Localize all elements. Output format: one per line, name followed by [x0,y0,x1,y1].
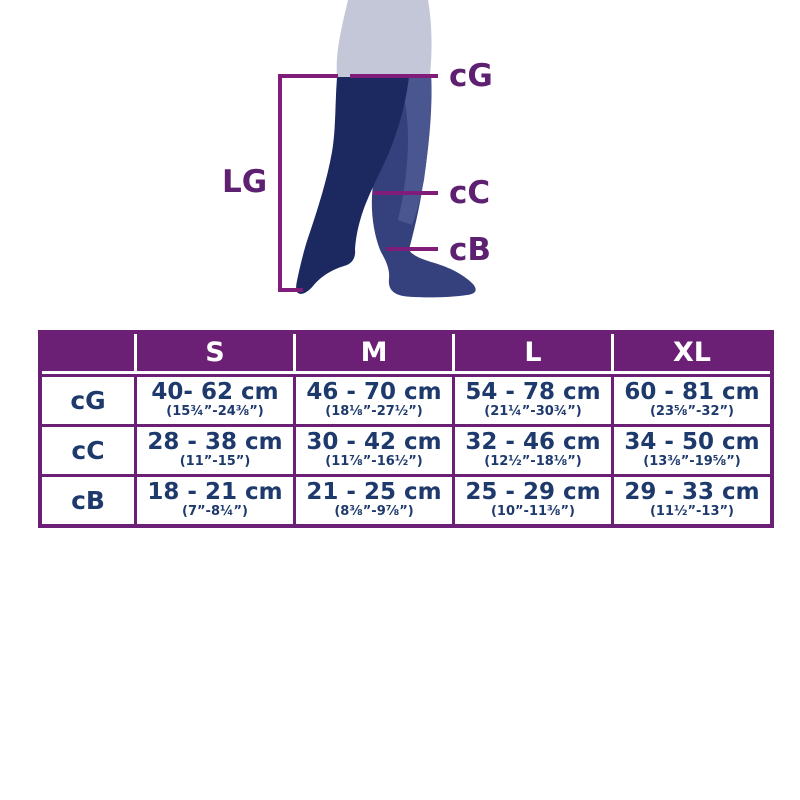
cm-value: 34 - 50 cm [624,429,760,456]
inch-value: (8⅜”-9⅞”) [334,503,414,519]
cell-cc-s: 28 - 38 cm (11”-15”) [134,424,293,474]
cell-cg-s: 40- 62 cm (15¾”-24⅜”) [134,374,293,424]
cm-value: 60 - 81 cm [624,379,760,406]
cell-cg-l: 54 - 78 cm (21¼”-30¾”) [452,374,611,424]
col-header-l: L [452,334,611,374]
row-label-cb: cB [42,474,134,524]
cm-value: 40- 62 cm [151,379,279,406]
cell-cb-m: 21 - 25 cm (8⅜”-9⅞”) [293,474,452,524]
cell-cc-xl: 34 - 50 cm (13⅜”-19⅝”) [611,424,770,474]
table-row-cg: cG 40- 62 cm (15¾”-24⅜”) 46 - 70 cm (18⅛… [42,374,770,424]
inch-value: (11”-15”) [179,453,251,469]
inch-value: (12½”-18⅛”) [484,453,582,469]
inch-value: (18⅛”-27½”) [325,403,423,419]
inch-value: (11½”-13”) [649,503,734,519]
col-header-m: M [293,334,452,374]
cm-value: 46 - 70 cm [306,379,442,406]
inch-value: (11⅞”-16½”) [325,453,423,469]
inch-value: (21¼”-30¾”) [484,403,582,419]
cell-cb-l: 25 - 29 cm (10”-11⅜”) [452,474,611,524]
cm-value: 21 - 25 cm [306,479,442,506]
inch-value: (10”-11⅜”) [490,503,575,519]
back-leg-shape [371,74,476,298]
table-row-cb: cB 18 - 21 cm (7”-8¼”) 21 - 25 cm (8⅜”-9… [42,474,770,524]
header-row: S M L XL [42,334,770,374]
cell-cb-s: 18 - 21 cm (7”-8¼”) [134,474,293,524]
cc-label: cC [449,175,490,211]
cm-value: 25 - 29 cm [465,479,601,506]
size-table: S M L XL cG 40- 62 cm (15¾”-24⅜”) 46 - 7… [38,330,774,528]
back-leg-highlight [398,77,432,225]
lg-label: LG [222,164,267,200]
inch-value: (13⅜”-19⅝”) [643,453,741,469]
inch-value: (23⅝”-32”) [649,403,734,419]
row-label-cc: cC [42,424,134,474]
cb-label: cB [449,232,491,268]
row-label-cg: cG [42,374,134,424]
cm-value: 28 - 38 cm [147,429,283,456]
cell-cb-xl: 29 - 33 cm (11½”-13”) [611,474,770,524]
table-row-cc: cC 28 - 38 cm (11”-15”) 30 - 42 cm (11⅞”… [42,424,770,474]
front-leg-shape [296,77,409,294]
cell-cg-xl: 60 - 81 cm (23⅝”-32”) [611,374,770,424]
cell-cc-m: 30 - 42 cm (11⅞”-16½”) [293,424,452,474]
inch-value: (15¾”-24⅜”) [166,403,264,419]
cm-value: 29 - 33 cm [624,479,760,506]
inch-value: (7”-8¼”) [182,503,248,519]
corner-header-cell [42,334,134,374]
cg-label: cG [449,58,493,94]
cm-value: 30 - 42 cm [306,429,442,456]
cm-value: 32 - 46 cm [465,429,601,456]
cell-cc-l: 32 - 46 cm (12½”-18⅛”) [452,424,611,474]
cm-value: 18 - 21 cm [147,479,283,506]
col-header-s: S [134,334,293,374]
cm-value: 54 - 78 cm [465,379,601,406]
cell-cg-m: 46 - 70 cm (18⅛”-27½”) [293,374,452,424]
col-header-xl: XL [611,334,770,374]
torso-shape [336,0,432,95]
leg-measurement-diagram: LG cG cC cB [0,0,800,322]
